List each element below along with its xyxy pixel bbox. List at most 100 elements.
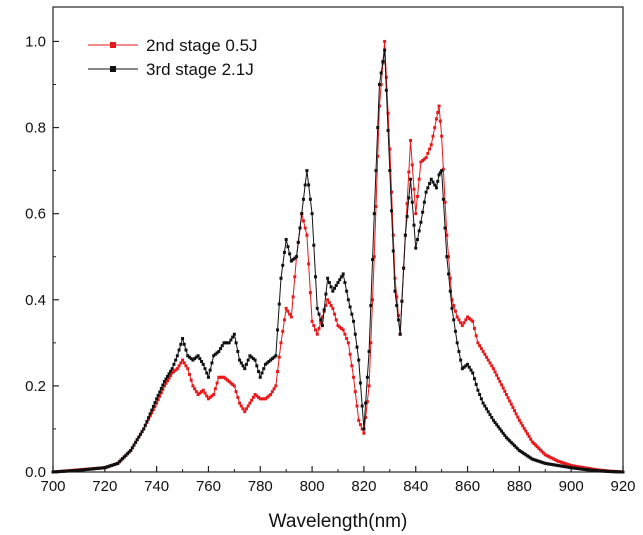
data-point bbox=[561, 461, 565, 465]
data-point bbox=[358, 381, 362, 385]
data-point bbox=[441, 167, 445, 171]
data-point bbox=[535, 459, 539, 463]
data-point bbox=[514, 445, 518, 449]
data-point bbox=[212, 354, 216, 358]
data-point bbox=[85, 468, 89, 472]
data-point bbox=[322, 308, 326, 312]
data-point bbox=[269, 393, 273, 396]
data-point bbox=[621, 470, 625, 474]
data-point bbox=[471, 371, 475, 375]
data-point bbox=[193, 357, 197, 361]
data-point bbox=[232, 384, 236, 388]
data-point bbox=[53, 470, 57, 474]
data-point bbox=[262, 397, 266, 401]
data-point bbox=[537, 459, 541, 463]
data-point bbox=[267, 359, 271, 363]
data-point bbox=[388, 169, 392, 173]
data-point bbox=[327, 281, 331, 285]
data-point bbox=[257, 395, 261, 399]
data-point bbox=[198, 357, 202, 361]
data-point bbox=[530, 440, 534, 444]
data-point bbox=[500, 429, 504, 433]
data-point bbox=[205, 394, 209, 398]
data-point bbox=[517, 448, 521, 452]
data-point bbox=[94, 467, 98, 471]
data-point bbox=[377, 104, 381, 108]
data-point bbox=[220, 375, 224, 379]
data-point bbox=[81, 468, 85, 472]
data-point bbox=[443, 226, 447, 230]
data-point bbox=[339, 326, 343, 330]
data-point bbox=[433, 126, 437, 130]
data-point bbox=[534, 458, 538, 462]
data-point bbox=[91, 467, 95, 471]
data-point bbox=[584, 466, 588, 470]
y-tick-label: 0.2 bbox=[25, 378, 46, 395]
data-point bbox=[217, 375, 221, 379]
data-point bbox=[310, 319, 314, 323]
data-point bbox=[200, 390, 204, 394]
data-point bbox=[320, 324, 324, 328]
data-point bbox=[506, 437, 510, 441]
data-point bbox=[267, 394, 271, 398]
data-point bbox=[503, 389, 507, 393]
data-point bbox=[592, 468, 596, 472]
data-point bbox=[225, 341, 229, 345]
data-point bbox=[334, 318, 338, 322]
data-point bbox=[516, 415, 520, 419]
data-point bbox=[184, 364, 188, 368]
data-point bbox=[258, 375, 262, 379]
data-point bbox=[545, 462, 549, 466]
data-point bbox=[498, 427, 502, 431]
data-point bbox=[274, 354, 278, 358]
data-point bbox=[491, 367, 495, 371]
data-point bbox=[452, 318, 456, 322]
data-point bbox=[227, 341, 231, 345]
data-point bbox=[83, 468, 87, 472]
data-point bbox=[568, 465, 572, 469]
data-point bbox=[400, 299, 404, 303]
data-point bbox=[369, 341, 373, 345]
data-point bbox=[564, 465, 568, 469]
data-point bbox=[125, 452, 129, 456]
data-point bbox=[276, 328, 280, 332]
data-point bbox=[286, 309, 290, 313]
data-point bbox=[239, 404, 243, 408]
data-point bbox=[595, 469, 599, 473]
data-point bbox=[156, 398, 160, 402]
data-point bbox=[485, 407, 489, 411]
data-point bbox=[255, 364, 259, 368]
data-point bbox=[206, 397, 210, 401]
data-point bbox=[469, 368, 473, 372]
data-point bbox=[436, 110, 440, 114]
data-point bbox=[431, 134, 435, 138]
data-point bbox=[479, 397, 483, 401]
data-point bbox=[428, 182, 432, 186]
data-point bbox=[542, 461, 546, 465]
data-point bbox=[481, 349, 485, 353]
data-point bbox=[127, 450, 131, 454]
data-point bbox=[493, 370, 497, 374]
data-point bbox=[509, 440, 513, 444]
data-point bbox=[501, 431, 505, 435]
data-point bbox=[569, 466, 573, 470]
data-point bbox=[201, 362, 205, 366]
data-point bbox=[414, 212, 418, 216]
data-point bbox=[101, 466, 105, 470]
data-point bbox=[355, 404, 359, 408]
data-point bbox=[613, 470, 617, 474]
data-point bbox=[220, 344, 224, 348]
data-point bbox=[143, 423, 147, 427]
data-point bbox=[568, 463, 572, 467]
data-point bbox=[69, 469, 73, 473]
data-point bbox=[346, 341, 350, 345]
data-point bbox=[417, 229, 421, 233]
data-point bbox=[582, 467, 586, 471]
data-point bbox=[317, 312, 321, 316]
data-point bbox=[551, 457, 555, 461]
data-point bbox=[453, 309, 457, 313]
data-point bbox=[493, 420, 497, 424]
data-point bbox=[210, 361, 214, 365]
data-point bbox=[466, 362, 470, 366]
data-point bbox=[62, 469, 66, 473]
